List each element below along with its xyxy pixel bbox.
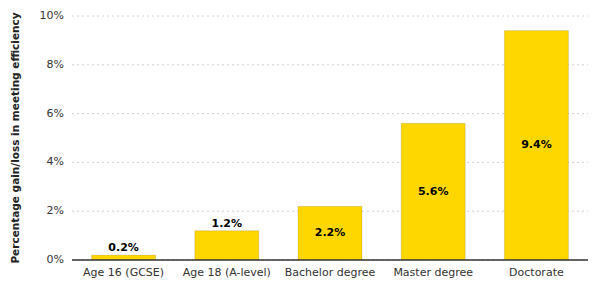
y-tick-label: 2% [47,204,64,217]
data-label: 0.2% [108,241,139,254]
x-tick-label: Age 18 (A-level) [183,266,271,279]
x-axis-line [72,259,588,261]
bar [401,123,465,260]
y-axis: 0% 2% 4% 6% 8% 10% [40,9,64,266]
data-label: 9.4% [521,138,552,151]
y-tick-label: 10% [40,9,64,22]
chart: 0% 2% 4% 6% 8% 10% Percentage gain/loss in mee… [0,0,600,300]
bar [195,231,259,260]
bar [298,206,362,260]
data-label: 5.6% [418,185,449,198]
data-label: 1.2% [212,217,243,230]
x-tick-label: Doctorate [509,266,564,279]
x-tick-label: Master degree [393,266,473,279]
bar [504,31,568,260]
grid-line [72,16,588,17]
y-grid [72,16,588,260]
y-tick-label: 6% [47,107,64,120]
x-axis: Age 16 (GCSE) Age 18 (A-level) Bachelor de… [83,266,564,279]
y-tick-label: 8% [47,58,64,71]
y-tick-label: 4% [47,155,64,168]
y-axis-label: Percentage gain/loss in meeting efficien… [9,12,21,263]
chart-container: 0% 2% 4% 6% 8% 10% Percentage gain/loss in mee… [0,0,600,300]
grid-line [72,260,588,261]
x-tick-label: Bachelor degree [285,266,376,279]
data-labels: 0.2% 1.2% 2.2% 5.6% 9.4% [108,138,551,254]
y-tick-label: 0% [47,253,64,266]
x-tick-label: Age 16 (GCSE) [83,266,164,279]
data-label: 2.2% [315,226,346,239]
bars [92,31,569,260]
